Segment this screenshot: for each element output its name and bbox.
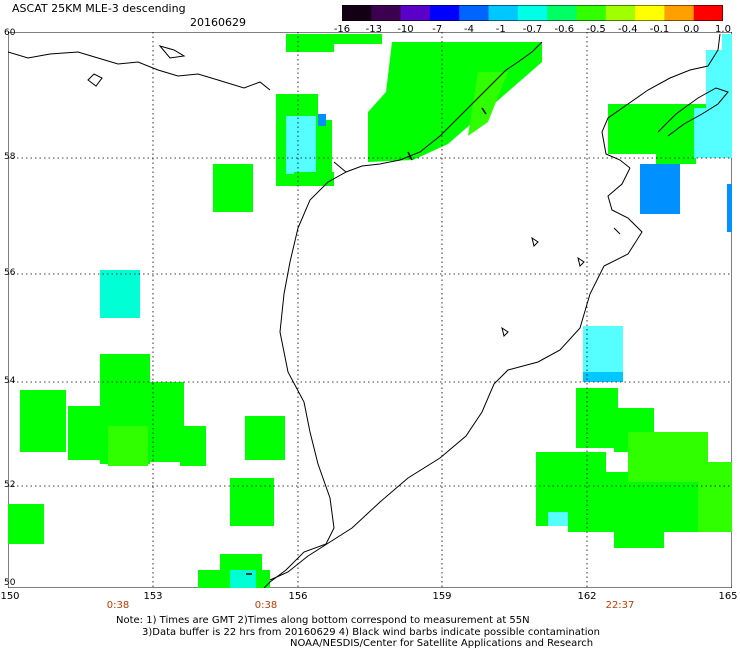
colorbar-label: 0.0 xyxy=(683,24,700,35)
colorbar-label: -0.4 xyxy=(618,24,638,35)
lon-label-159: 159 xyxy=(432,591,452,602)
colorbar-segment xyxy=(371,5,402,21)
colorbar-label: -0.6 xyxy=(554,24,575,35)
time-label-3: 22:37 xyxy=(605,600,635,611)
colorbar-label: 1.0 xyxy=(715,24,731,35)
colorbar-segment xyxy=(635,5,665,21)
product-title: ASCAT 25KM MLE-3 descending xyxy=(12,2,186,15)
note-line-2: 3)Data buffer is 22 hrs from 20160629 4)… xyxy=(142,627,600,638)
colorbar-label: -13 xyxy=(365,24,382,35)
lon-label-156: 156 xyxy=(288,591,308,602)
lat-label-58: 58 xyxy=(4,152,16,162)
colorbar-label: -10 xyxy=(397,24,414,35)
colorbar-label: -0.7 xyxy=(522,24,543,35)
colorbar-label: -1 xyxy=(495,24,506,35)
wind-barbs xyxy=(246,107,487,575)
colorbar-segment xyxy=(342,5,372,21)
time-label-1: 0:38 xyxy=(106,600,130,611)
colorbar-label: -7 xyxy=(432,24,443,35)
lon-label-162: 162 xyxy=(577,591,597,602)
colorbar-segment xyxy=(429,5,460,21)
colorbar-segment xyxy=(400,5,431,21)
graticule xyxy=(8,32,732,588)
colorbar-labels: -16 -13 -10 -7 -4 -1 -0.7 -0.6 -0.5 -0.4 -0.1 0.0 1.… xyxy=(333,24,731,36)
colorbar-segment xyxy=(488,5,519,21)
lat-label-54: 54 xyxy=(4,376,16,386)
note-line-1: Note: 1) Times are GMT 2)Times along bot… xyxy=(116,615,530,626)
lat-label-56: 56 xyxy=(4,268,16,278)
colorbar-segment xyxy=(547,5,577,21)
colorbar-label: -16 xyxy=(333,24,351,35)
lon-label-153: 153 xyxy=(143,591,163,602)
lat-label-52: 52 xyxy=(4,480,16,490)
colorbar-label: -0.5 xyxy=(586,24,606,35)
colorbar-segment xyxy=(605,5,636,21)
colorbar-segment xyxy=(693,5,723,21)
colorbar-label: -0.1 xyxy=(649,24,670,35)
coastlines xyxy=(8,33,729,588)
lon-label-150: 150 xyxy=(0,591,20,602)
colorbar-label: -4 xyxy=(464,24,474,35)
colorbar-segment xyxy=(576,5,607,21)
note-line-3: NOAA/NESDIS/Center for Satellite Applica… xyxy=(290,638,594,649)
time-label-2: 0:38 xyxy=(254,600,278,611)
lon-label-165: 165 xyxy=(718,591,738,602)
colorbar-segment xyxy=(459,5,490,21)
lat-label-50: 50 xyxy=(4,578,16,588)
product-date: 20160629 xyxy=(190,16,246,29)
colorbar xyxy=(342,5,723,21)
map-plot xyxy=(8,32,732,588)
colorbar-segment xyxy=(664,5,695,21)
lat-label-60: 60 xyxy=(4,28,16,38)
colorbar-segment xyxy=(517,5,548,21)
